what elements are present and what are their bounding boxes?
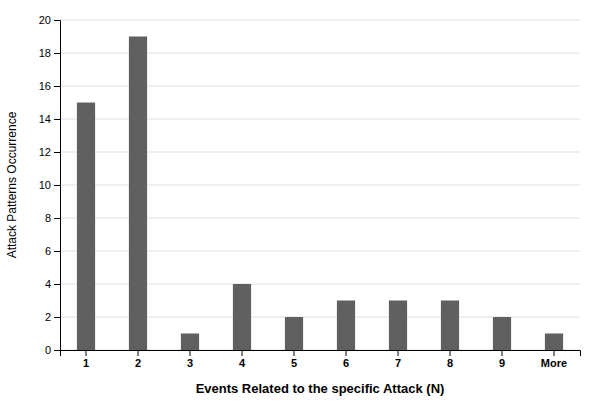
y-axis: 0 2 4 6 8 10 12 14 16 18 20	[39, 14, 61, 356]
bar	[389, 301, 407, 351]
y-tick: 2	[45, 311, 60, 323]
x-tick-mark	[450, 350, 451, 356]
x-tick: 7	[395, 350, 401, 369]
bar	[337, 301, 355, 351]
x-axis: 1 2 3 4 5 6 7 8 9 More	[61, 350, 581, 369]
x-tick-mark	[242, 350, 243, 356]
x-tick-mark	[138, 350, 139, 356]
x-tick: More	[541, 350, 567, 369]
y-tick-label: 6	[45, 245, 51, 257]
grid-line	[60, 20, 580, 21]
y-tick: 20	[39, 14, 60, 26]
x-tick-mark	[294, 350, 295, 356]
y-tick: 10	[39, 179, 60, 191]
x-tick: 2	[135, 350, 141, 369]
plot: 123456789More02468101214161820	[39, 14, 581, 369]
bar	[545, 334, 563, 351]
bar	[285, 317, 303, 350]
x-tick-label: More	[541, 357, 567, 369]
y-tick-label: 0	[45, 344, 51, 356]
x-tick-label: 8	[447, 357, 453, 369]
x-tick-label: 1	[83, 357, 89, 369]
x-tick-mark	[190, 350, 191, 356]
y-tick-label: 2	[45, 311, 51, 323]
x-tick-mark	[398, 350, 399, 356]
x-tick-label: 4	[239, 357, 246, 369]
y-tick-mark	[54, 20, 60, 21]
bar	[441, 301, 459, 351]
x-axis-title: Events Related to the specific Attack (N…	[196, 381, 445, 396]
grid	[60, 20, 580, 350]
bars	[77, 37, 563, 351]
y-tick-mark	[54, 317, 60, 318]
y-axis-title: Attack Patterns Occurrence	[5, 111, 19, 258]
y-tick-label: 14	[39, 113, 51, 125]
x-tick: 9	[499, 350, 505, 369]
x-tick: 1	[83, 350, 89, 369]
x-tick: 3	[187, 350, 193, 369]
y-tick: 18	[39, 47, 60, 59]
y-tick-mark	[54, 350, 60, 351]
x-tick-label: 6	[343, 357, 349, 369]
x-tick: 4	[239, 350, 246, 369]
bar	[233, 284, 251, 350]
y-tick: 0	[45, 344, 60, 356]
y-tick: 12	[39, 146, 60, 158]
y-tick-mark	[54, 53, 60, 54]
bar	[493, 317, 511, 350]
y-tick-label: 4	[45, 278, 51, 290]
x-tick-mark	[346, 350, 347, 356]
y-tick-mark	[54, 185, 60, 186]
y-tick-mark	[54, 284, 60, 285]
x-axis-line	[61, 351, 581, 357]
y-tick-mark	[54, 152, 60, 153]
y-tick-label: 12	[39, 146, 51, 158]
x-tick: 8	[447, 350, 453, 369]
y-tick-mark	[54, 119, 60, 120]
x-tick-mark	[554, 350, 555, 356]
y-tick: 4	[45, 278, 60, 290]
bar	[129, 37, 147, 351]
x-tick-mark	[502, 350, 503, 356]
y-tick-mark	[54, 86, 60, 87]
y-tick: 8	[45, 212, 60, 224]
y-tick: 16	[39, 80, 60, 92]
x-tick: 5	[291, 350, 297, 369]
x-tick-mark	[86, 350, 87, 356]
x-tick-label: 9	[499, 357, 505, 369]
x-tick-label: 7	[395, 357, 401, 369]
y-axis-line	[54, 21, 61, 351]
y-tick: 14	[39, 113, 60, 125]
bar	[181, 334, 199, 351]
x-tick-label: 5	[291, 357, 297, 369]
y-tick-mark	[54, 218, 60, 219]
x-tick: 6	[343, 350, 349, 369]
bar	[77, 103, 95, 351]
y-tick: 6	[45, 245, 60, 257]
y-tick-label: 10	[39, 179, 51, 191]
y-tick-label: 20	[39, 14, 51, 26]
chart: 123456789More02468101214161820Events Rel…	[0, 0, 600, 405]
x-tick-label: 2	[135, 357, 141, 369]
y-tick-mark	[54, 251, 60, 252]
y-tick-label: 16	[39, 80, 51, 92]
y-tick-label: 8	[45, 212, 51, 224]
y-tick-label: 18	[39, 47, 51, 59]
x-tick-label: 3	[187, 357, 193, 369]
